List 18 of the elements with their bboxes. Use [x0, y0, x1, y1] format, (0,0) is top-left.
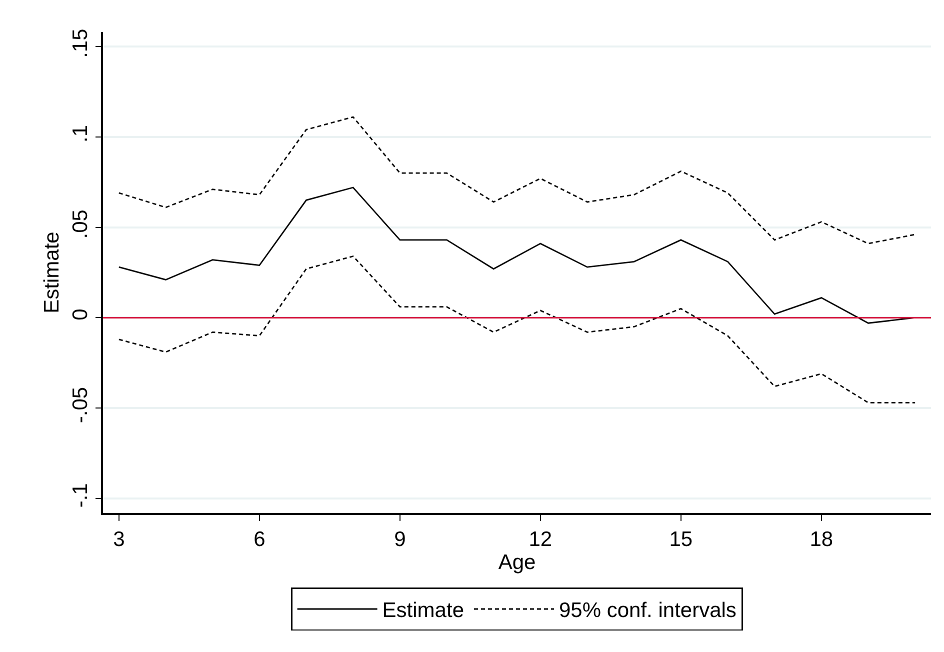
line-series: [118, 256, 916, 404]
legend-label: 95% conf. intervals: [559, 599, 736, 622]
x-tick-label: 12: [528, 528, 552, 551]
y-tick-label: -.1: [68, 483, 92, 508]
x-tick-label: 18: [810, 528, 834, 551]
x-tick-label: 9: [394, 528, 406, 551]
y-tick-label: 0: [68, 308, 92, 320]
legend-label: Estimate: [382, 599, 464, 622]
line-series: [118, 116, 916, 244]
y-tick-label: .1: [68, 124, 92, 142]
y-tick-label: .15: [68, 28, 92, 58]
y-tick-label: -.05: [68, 386, 92, 424]
x-tick-label: 3: [113, 528, 125, 551]
x-tick-label: 15: [669, 528, 693, 551]
x-tick-label: 6: [254, 528, 266, 551]
y-axis-title: Estimate: [40, 232, 64, 314]
y-tick-label: .05: [68, 210, 92, 239]
x-axis-title: Age: [498, 550, 536, 574]
